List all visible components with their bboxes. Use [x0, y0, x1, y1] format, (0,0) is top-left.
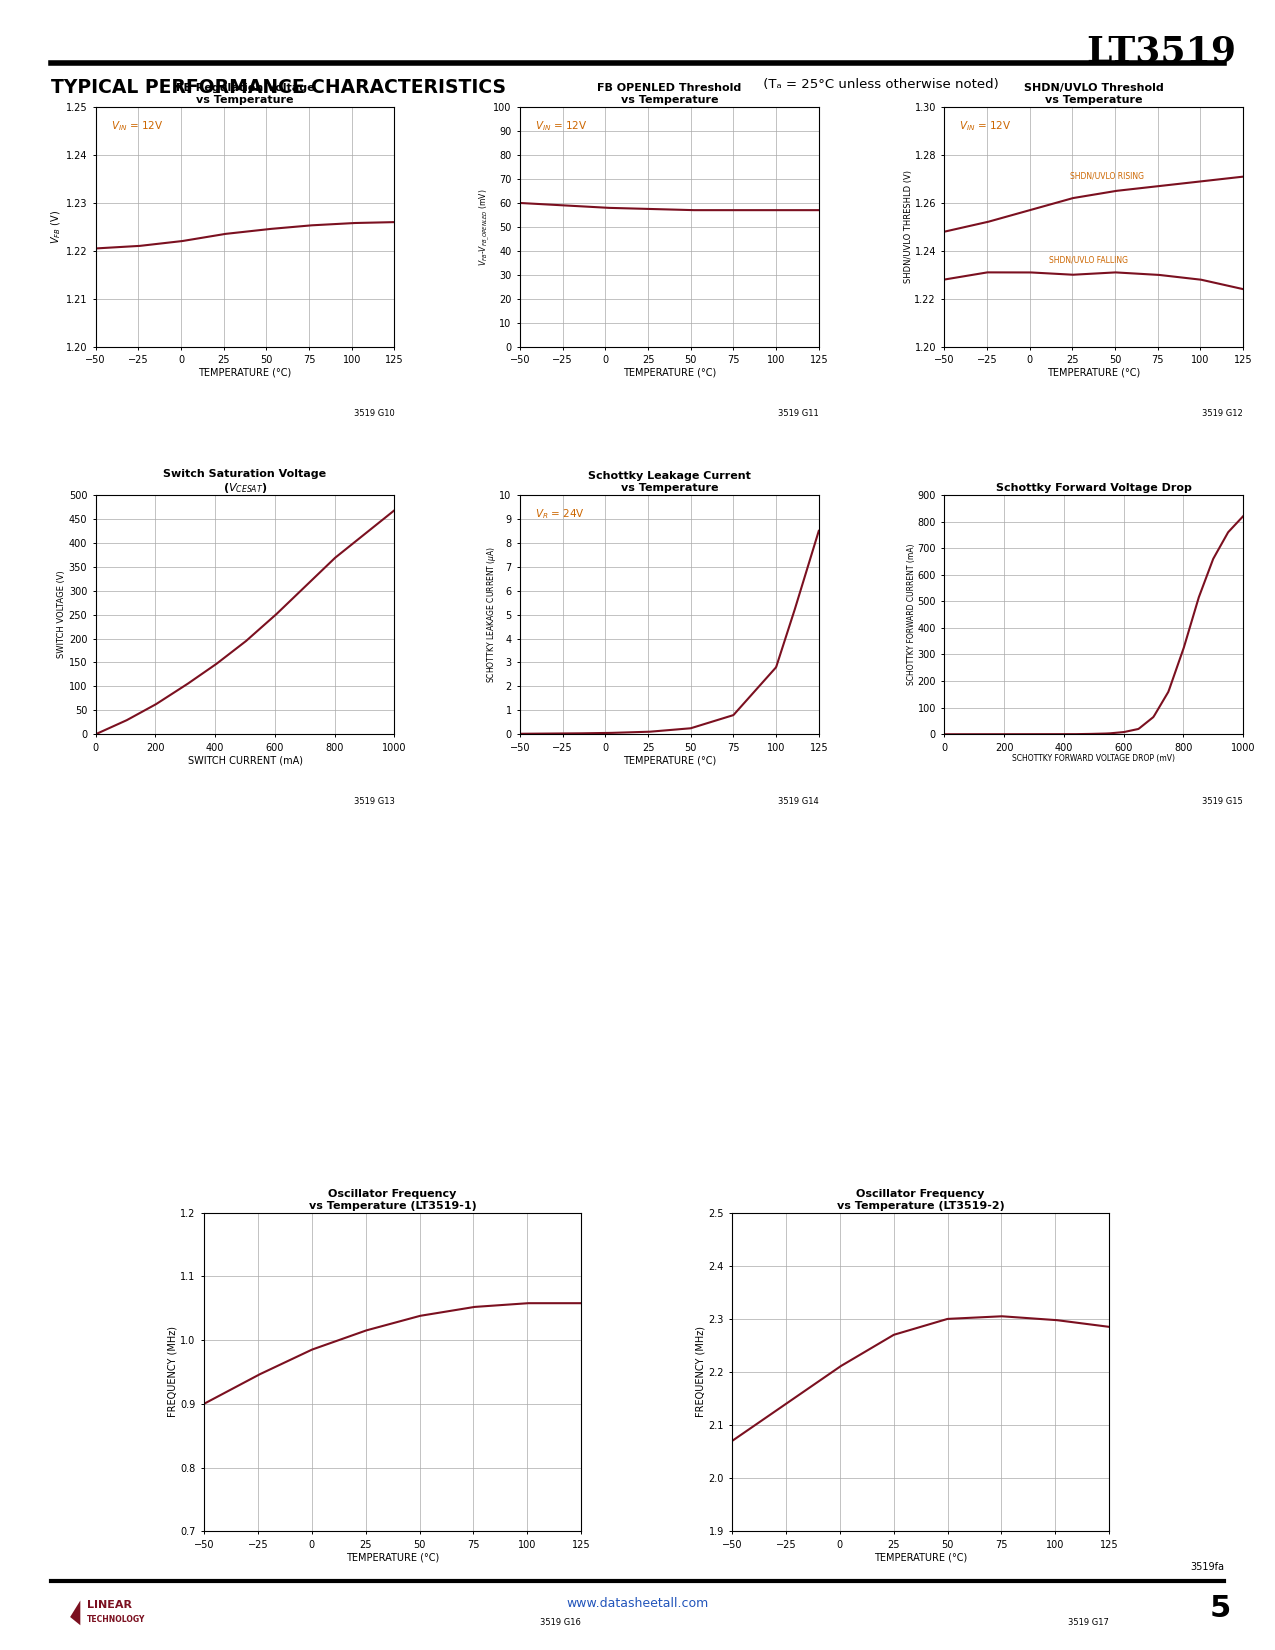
Text: 3519 G14: 3519 G14 — [778, 797, 819, 807]
X-axis label: TEMPERATURE (°C): TEMPERATURE (°C) — [622, 368, 717, 378]
X-axis label: TEMPERATURE (°C): TEMPERATURE (°C) — [199, 368, 292, 378]
Title: Oscillator Frequency
vs Temperature (LT3519-1): Oscillator Frequency vs Temperature (LT3… — [309, 1190, 477, 1211]
Text: TYPICAL PERFORMANCE CHARACTERISTICS: TYPICAL PERFORMANCE CHARACTERISTICS — [51, 78, 506, 97]
Text: 3519 G17: 3519 G17 — [1068, 1617, 1109, 1627]
Text: 3519 G10: 3519 G10 — [353, 409, 394, 419]
Text: 3519 G12: 3519 G12 — [1202, 409, 1243, 419]
Y-axis label: $V_{FB}$-$V_{FB\_OPENLED}$ (mV): $V_{FB}$-$V_{FB\_OPENLED}$ (mV) — [477, 188, 492, 266]
Text: SHDN/UVLO RISING: SHDN/UVLO RISING — [1070, 172, 1144, 182]
Title: FB Regulation Voltage
vs Temperature: FB Regulation Voltage vs Temperature — [176, 84, 315, 106]
Title: FB OPENLED Threshold
vs Temperature: FB OPENLED Threshold vs Temperature — [597, 84, 742, 106]
Y-axis label: $V_{FB}$ (V): $V_{FB}$ (V) — [50, 210, 62, 244]
Text: $V_{IN}$ = 12V: $V_{IN}$ = 12V — [959, 119, 1012, 134]
Title: SHDN/UVLO Threshold
vs Temperature: SHDN/UVLO Threshold vs Temperature — [1024, 84, 1164, 106]
X-axis label: SCHOTTKY FORWARD VOLTAGE DROP (mV): SCHOTTKY FORWARD VOLTAGE DROP (mV) — [1012, 754, 1176, 762]
Text: SHDN/UVLO FALLING: SHDN/UVLO FALLING — [1049, 256, 1128, 264]
Y-axis label: FREQUENCY (MHz): FREQUENCY (MHz) — [167, 1327, 177, 1417]
X-axis label: SWITCH CURRENT (mA): SWITCH CURRENT (mA) — [187, 756, 302, 766]
X-axis label: TEMPERATURE (°C): TEMPERATURE (°C) — [346, 1553, 439, 1563]
Title: Schottky Forward Voltage Drop: Schottky Forward Voltage Drop — [996, 483, 1192, 493]
Text: 3519fa: 3519fa — [1190, 1563, 1224, 1572]
Text: 3519 G16: 3519 G16 — [541, 1617, 581, 1627]
Y-axis label: SCHOTTKY FORWARD CURRENT (mA): SCHOTTKY FORWARD CURRENT (mA) — [907, 544, 915, 685]
X-axis label: TEMPERATURE (°C): TEMPERATURE (°C) — [875, 1553, 968, 1563]
X-axis label: TEMPERATURE (°C): TEMPERATURE (°C) — [1047, 368, 1140, 378]
Text: LINEAR: LINEAR — [87, 1600, 131, 1610]
Text: $V_{IN}$ = 12V: $V_{IN}$ = 12V — [111, 119, 163, 134]
Text: 3519 G11: 3519 G11 — [778, 409, 819, 419]
Y-axis label: SWITCH VOLTAGE (V): SWITCH VOLTAGE (V) — [57, 571, 66, 658]
Text: 5: 5 — [1209, 1594, 1230, 1624]
Title: Oscillator Frequency
vs Temperature (LT3519-2): Oscillator Frequency vs Temperature (LT3… — [836, 1190, 1005, 1211]
Text: $V_{IN}$ = 12V: $V_{IN}$ = 12V — [536, 119, 588, 134]
Text: www.datasheetall.com: www.datasheetall.com — [566, 1597, 709, 1610]
Y-axis label: FREQUENCY (MHz): FREQUENCY (MHz) — [695, 1327, 705, 1417]
Text: 3519 G13: 3519 G13 — [353, 797, 394, 807]
Text: TECHNOLOGY: TECHNOLOGY — [87, 1615, 145, 1624]
Text: 3519 G15: 3519 G15 — [1202, 797, 1243, 807]
Text: LT3519: LT3519 — [1086, 35, 1237, 69]
X-axis label: TEMPERATURE (°C): TEMPERATURE (°C) — [622, 756, 717, 766]
Title: Schottky Leakage Current
vs Temperature: Schottky Leakage Current vs Temperature — [588, 472, 751, 493]
Text: (Tₐ = 25°C unless otherwise noted): (Tₐ = 25°C unless otherwise noted) — [759, 78, 998, 91]
Title: Switch Saturation Voltage
($V_{CESAT}$): Switch Saturation Voltage ($V_{CESAT}$) — [163, 469, 326, 495]
Text: $V_R$ = 24V: $V_R$ = 24V — [536, 507, 585, 521]
Y-axis label: SCHOTTKY LEAKAGE CURRENT ($\mu$A): SCHOTTKY LEAKAGE CURRENT ($\mu$A) — [484, 546, 499, 683]
Y-axis label: SHDN/UVLO THRESHLD (V): SHDN/UVLO THRESHLD (V) — [904, 170, 913, 284]
